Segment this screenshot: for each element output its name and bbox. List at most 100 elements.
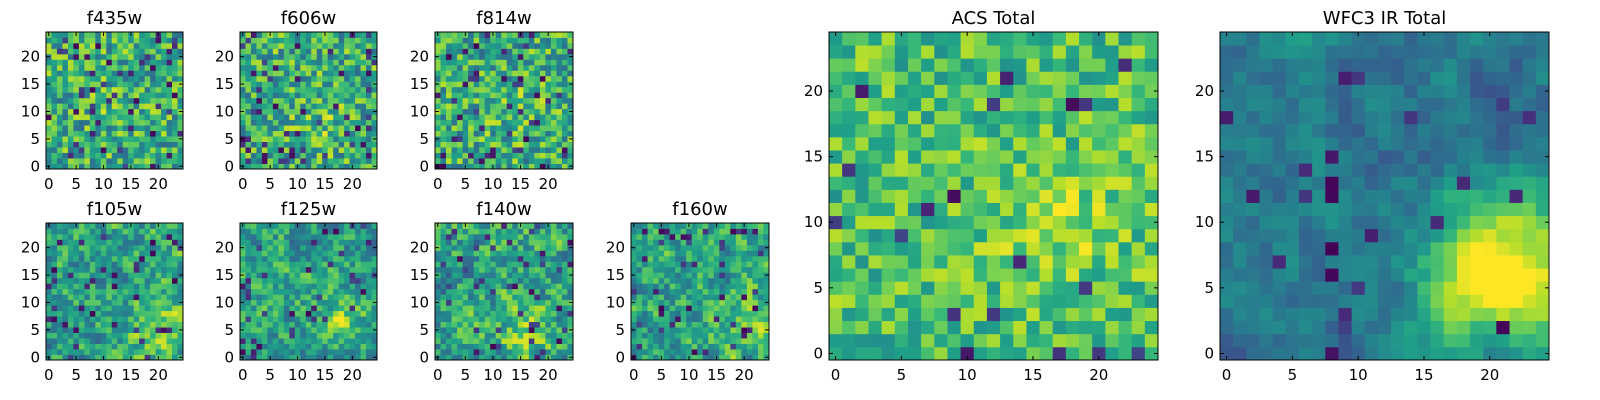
heatmap-cell [349, 147, 356, 153]
heatmap-cell [144, 277, 151, 284]
heatmap-cell [495, 261, 502, 268]
heatmap-cell [647, 321, 654, 328]
heatmap-cell [757, 332, 764, 339]
heatmap-cell [261, 310, 268, 317]
heatmap-cell [545, 277, 552, 284]
heatmap-cell [523, 97, 530, 104]
heatmap-cell [272, 48, 279, 55]
heatmap-cell [490, 338, 497, 344]
heatmap-cell [440, 130, 447, 137]
heatmap-cell [757, 255, 764, 262]
heatmap-cell [539, 125, 546, 132]
heatmap-cell [245, 255, 252, 262]
heatmap-cell [1052, 228, 1067, 243]
heatmap-cell [669, 283, 676, 290]
heatmap-cell [84, 75, 91, 82]
heatmap-cell [62, 316, 69, 323]
heatmap-cell [133, 299, 140, 306]
heatmap-cell [111, 266, 118, 273]
heatmap-cell [51, 283, 58, 290]
panel-title: f435w [87, 8, 142, 29]
heatmap-cell [446, 349, 452, 355]
heatmap-cell [371, 152, 378, 159]
heatmap-cell [371, 223, 378, 229]
heatmap-cell [327, 299, 334, 306]
heatmap-cell [67, 42, 74, 49]
heatmap-cell [95, 130, 102, 137]
heatmap-cell [267, 152, 274, 159]
heatmap-cell [468, 103, 475, 110]
heatmap-cell [161, 103, 167, 110]
heatmap-cell [161, 332, 167, 339]
heatmap-cell [133, 119, 140, 126]
heatmap-cell [322, 332, 329, 339]
heatmap-cell [534, 294, 541, 301]
heatmap-cell [133, 305, 140, 312]
heatmap-cell [702, 321, 709, 328]
heatmap-cell [921, 294, 935, 308]
heatmap-cell [366, 266, 372, 273]
heatmap-cell [122, 64, 129, 71]
heatmap-cell [545, 97, 552, 104]
heatmap-cell [67, 244, 74, 251]
heatmap-cell [56, 349, 63, 355]
heatmap-cell [62, 48, 69, 55]
heatmap-cell [528, 255, 535, 262]
heatmap-cell [267, 338, 274, 344]
heatmap-cell [1026, 294, 1040, 308]
heatmap-cell [561, 277, 568, 284]
heatmap-cell [631, 261, 637, 268]
heatmap-cell [106, 64, 113, 71]
heatmap-cell [294, 255, 301, 262]
heatmap-cell [349, 103, 356, 110]
heatmap-cell [484, 250, 491, 257]
heatmap-cell [435, 266, 441, 273]
heatmap-cell [89, 32, 96, 38]
heatmap-cell [73, 310, 80, 317]
heatmap-cell [1105, 255, 1119, 269]
heatmap-cell [245, 272, 252, 279]
heatmap-cell [479, 223, 486, 229]
heatmap-cell [327, 228, 334, 235]
heatmap-cell [51, 294, 58, 301]
heatmap-cell [1013, 294, 1027, 308]
heatmap-cell [763, 255, 770, 262]
heatmap-cell [366, 86, 372, 93]
heatmap-cell [139, 42, 146, 49]
heatmap-cell [440, 223, 447, 229]
heatmap-cell [272, 299, 279, 306]
heatmap-cell [56, 228, 63, 235]
heatmap-cell [349, 255, 356, 262]
heatmap-cell [128, 233, 135, 240]
heatmap-cell [106, 147, 113, 153]
heatmap-cell [240, 64, 246, 71]
heatmap-cell [550, 250, 557, 257]
heatmap-cell [344, 250, 350, 257]
heatmap-cell [473, 32, 480, 38]
heatmap-cell [686, 244, 693, 251]
heatmap-cell [355, 283, 361, 290]
heatmap-cell [664, 343, 671, 350]
heatmap-cell [462, 64, 469, 71]
heatmap-cell [829, 307, 843, 322]
heatmap-cell [735, 277, 742, 284]
heatmap-cell [446, 37, 452, 44]
heatmap-cell [133, 228, 140, 235]
x-tick-label: 5 [461, 366, 471, 384]
heatmap-cell [528, 310, 535, 317]
heatmap-cell [1013, 333, 1027, 348]
heatmap-cell [360, 86, 367, 93]
heatmap-cell [117, 321, 124, 328]
heatmap-cell [545, 239, 552, 246]
heatmap-cell [166, 327, 173, 333]
heatmap-cell [289, 75, 296, 82]
heatmap-cell [479, 59, 486, 66]
heatmap-cell [256, 244, 263, 251]
heatmap-cell [272, 305, 279, 312]
heatmap-cell [240, 48, 246, 55]
heatmap-cell [702, 261, 709, 268]
heatmap-cell [56, 255, 63, 262]
heatmap-cell [730, 250, 737, 257]
